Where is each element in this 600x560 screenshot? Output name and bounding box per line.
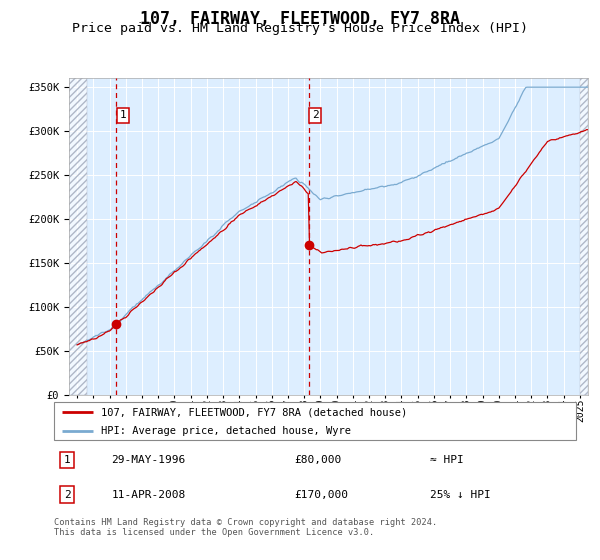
Text: £170,000: £170,000 [294, 490, 348, 500]
Text: 2: 2 [312, 110, 319, 120]
Text: 2: 2 [64, 490, 70, 500]
Text: 29-MAY-1996: 29-MAY-1996 [112, 455, 185, 465]
Text: 25% ↓ HPI: 25% ↓ HPI [430, 490, 491, 500]
Text: Contains HM Land Registry data © Crown copyright and database right 2024.
This d: Contains HM Land Registry data © Crown c… [54, 518, 437, 538]
Text: ≈ HPI: ≈ HPI [430, 455, 464, 465]
Text: 1: 1 [64, 455, 70, 465]
Text: 107, FAIRWAY, FLEETWOOD, FY7 8RA: 107, FAIRWAY, FLEETWOOD, FY7 8RA [140, 10, 460, 28]
Text: 1: 1 [119, 110, 126, 120]
Text: 107, FAIRWAY, FLEETWOOD, FY7 8RA (detached house): 107, FAIRWAY, FLEETWOOD, FY7 8RA (detach… [101, 407, 407, 417]
Text: HPI: Average price, detached house, Wyre: HPI: Average price, detached house, Wyre [101, 426, 351, 436]
Text: 11-APR-2008: 11-APR-2008 [112, 490, 185, 500]
Text: £80,000: £80,000 [294, 455, 341, 465]
Text: Price paid vs. HM Land Registry's House Price Index (HPI): Price paid vs. HM Land Registry's House … [72, 22, 528, 35]
